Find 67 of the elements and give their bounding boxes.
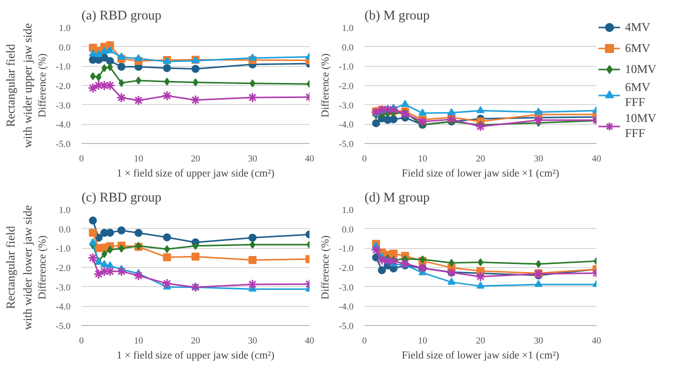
y-tick-label: 0.0 [342, 225, 354, 236]
text: Rectangular field with wider lower jaw side [4, 205, 34, 330]
y-tick-label: -5.0 [56, 322, 71, 332]
chart-title: (d) M group [364, 190, 430, 204]
y-tick-label: -3.0 [56, 101, 71, 112]
y-tick-label: -1.0 [56, 62, 71, 73]
x-tick-label: 40 [304, 336, 314, 346]
y-axis-title: Difference (%) [38, 53, 49, 118]
legend-label: 10MV FFF [625, 111, 658, 141]
x-tick-label: 30 [248, 336, 258, 346]
legend-label: 6MV [625, 40, 652, 56]
x-tick-label: 20 [476, 336, 486, 346]
y-tick-label: -2.0 [338, 264, 354, 274]
x-tick-label: 0 [362, 336, 368, 346]
legend-label: 4MV [625, 18, 652, 36]
y-tick-label: -2.0 [338, 82, 354, 92]
x-tick-label: 10 [418, 154, 428, 164]
x-tick-label: 30 [534, 336, 544, 346]
y-tick-label: -4.0 [338, 120, 354, 131]
y-tick-label: -1.0 [56, 244, 71, 255]
x-tick-label: 20 [190, 154, 200, 164]
x-tick-label: 10 [418, 336, 428, 346]
x-tick-label: 30 [534, 154, 544, 164]
x-axis-title: 1 × field size of upper jaw side (cm²) [116, 168, 275, 180]
x-tick-label: 20 [190, 336, 200, 346]
y-tick-label: 1.0 [58, 206, 71, 216]
x-tick-label: 20 [476, 154, 486, 164]
y-axis-title: Difference (%) [320, 53, 332, 118]
y-tick-label: -3.0 [338, 101, 354, 112]
chart-title: (c) RBD group [82, 190, 162, 204]
y-tick-label: 0.0 [58, 225, 71, 236]
y-axis-title: Difference (%) [38, 235, 49, 300]
x-tick-label: 10 [134, 336, 144, 346]
x-axis-title: Field size of lower jaw side ×1 (cm²) [402, 168, 560, 180]
x-tick-label: 0 [79, 336, 84, 346]
y-tick-label: -2.0 [56, 82, 71, 92]
x-tick-label: 40 [592, 336, 602, 346]
legend-label: 10MV [625, 60, 658, 78]
y-tick-label: -5.0 [56, 140, 71, 150]
y-tick-label: -4.0 [56, 302, 71, 313]
y-tick-label: -3.0 [56, 283, 71, 294]
x-tick-label: 40 [592, 154, 602, 164]
y-tick-label: 0.0 [58, 43, 71, 54]
y-tick-label: -3.0 [338, 283, 354, 294]
y-tick-label: -4.0 [338, 302, 354, 313]
y-tick-label: -1.0 [338, 244, 354, 255]
y-tick-label: -4.0 [56, 120, 71, 131]
x-tick-label: 10 [134, 154, 144, 164]
x-tick-label: 30 [248, 154, 258, 164]
y-tick-label: -2.0 [56, 264, 71, 274]
y-axis-title: Difference (%) [320, 235, 332, 300]
x-tick-label: 0 [362, 154, 368, 164]
y-tick-label: 1.0 [342, 24, 354, 34]
legend-label: 6MV FFF [625, 80, 652, 110]
y-tick-label: -5.0 [338, 322, 354, 332]
x-axis-title: Field size of lower jaw side ×1 (cm²) [402, 350, 560, 362]
y-tick-label: 1.0 [58, 24, 71, 34]
y-tick-label: 1.0 [342, 206, 354, 216]
text: Rectangular field with wider upper jaw side [4, 23, 34, 148]
x-tick-label: 40 [304, 154, 314, 164]
x-axis-title: 1 × field size of upper jaw side (cm²) [116, 350, 275, 362]
y-tick-label: 0.0 [342, 43, 354, 54]
x-tick-label: 0 [79, 154, 84, 164]
chart-title: (a) RBD group [82, 8, 162, 22]
y-tick-label: -1.0 [338, 62, 354, 73]
y-tick-label: -5.0 [338, 140, 354, 150]
chart-title: (b) M group [364, 8, 430, 22]
